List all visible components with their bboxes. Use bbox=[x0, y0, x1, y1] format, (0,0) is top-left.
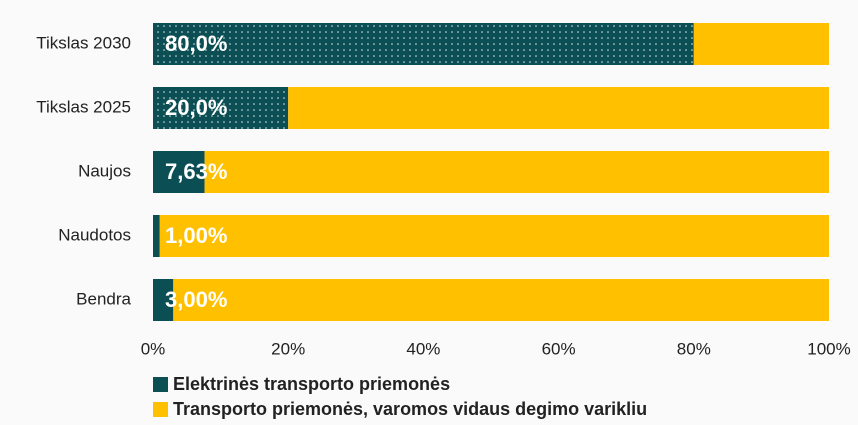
bar-segment bbox=[159, 215, 829, 257]
x-tick-label: 80% bbox=[677, 339, 711, 358]
legend-swatch bbox=[153, 402, 168, 417]
bar-segment bbox=[153, 279, 174, 321]
bar-pattern bbox=[153, 23, 694, 65]
bar-segment bbox=[204, 151, 829, 193]
value-label: 20,0% bbox=[165, 95, 227, 120]
x-tick-label: 0% bbox=[141, 339, 166, 358]
value-label: 80,0% bbox=[165, 31, 227, 56]
value-label: 7,63% bbox=[165, 159, 227, 184]
y-tick-label: Tikslas 2030 bbox=[36, 33, 131, 52]
x-tick-label: 20% bbox=[271, 339, 305, 358]
value-label: 1,00% bbox=[165, 223, 227, 248]
bar-segment bbox=[173, 279, 829, 321]
legend-label: Transporto priemonės, varomos vidaus deg… bbox=[173, 399, 647, 419]
bar-segment bbox=[153, 215, 160, 257]
x-tick-label: 60% bbox=[542, 339, 576, 358]
bar-pattern bbox=[153, 87, 289, 129]
y-tick-label: Tikslas 2025 bbox=[36, 97, 131, 116]
legend-label: Elektrinės transporto priemonės bbox=[173, 374, 450, 394]
bar-segment bbox=[288, 87, 829, 129]
value-label: 3,00% bbox=[165, 287, 227, 312]
x-tick-label: 100% bbox=[807, 339, 850, 358]
y-tick-label: Naujos bbox=[78, 161, 131, 180]
bar-segment bbox=[153, 151, 205, 193]
bar-segment bbox=[693, 23, 829, 65]
legend-swatch bbox=[153, 377, 168, 392]
y-tick-label: Bendra bbox=[76, 289, 131, 308]
y-tick-label: Naudotos bbox=[58, 225, 131, 244]
x-tick-label: 40% bbox=[406, 339, 440, 358]
